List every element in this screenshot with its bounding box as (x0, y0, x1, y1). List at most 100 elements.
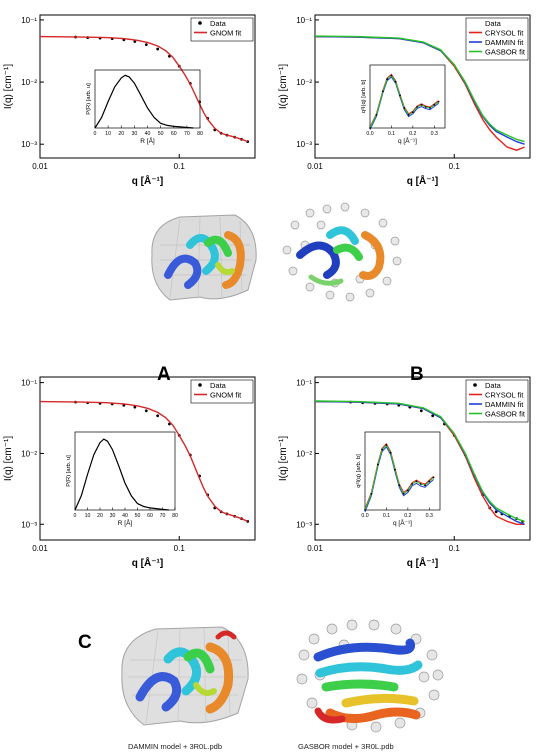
inset-data-point (394, 80, 397, 83)
inset-x-tick-label: 0 (94, 131, 97, 137)
saxs-chart-top-left: 0.01 0.1 10⁻¹ 10⁻² 10⁻³ q [Å⁻¹] I(q) [cm⁻¹] Dat… (3, 14, 256, 187)
inset-data-point (403, 107, 406, 109)
inset-data-point (411, 483, 414, 485)
inset-y-label: P(R) [arb. u] (86, 83, 92, 115)
inset-data-point (416, 106, 419, 108)
y-tick-label: 10⁻¹ (296, 16, 312, 25)
inset-data-point (415, 480, 418, 483)
y-tick-label: 10⁻³ (21, 140, 37, 149)
y-axis-label: I(q) [cm⁻¹] (278, 64, 289, 109)
inset-data-point (429, 107, 431, 109)
y-tick-label: 10⁻² (296, 449, 312, 458)
inset-x-tick-label: 20 (97, 513, 103, 519)
x-axis-label: q [Å⁻¹] (132, 556, 163, 569)
dammin-model-image-top (151, 214, 257, 301)
inset-pr-curve (74, 438, 169, 511)
legend-marker (198, 383, 202, 387)
inset-x-tick-label: 0.0 (366, 131, 373, 137)
x-axis-label: q [Å⁻¹] (132, 174, 163, 187)
x-tick-label: 0.1 (449, 162, 461, 171)
plot-frame (314, 376, 531, 541)
y-tick-label: 10⁻³ (296, 140, 312, 149)
legend-label: DAMMIN fit (485, 400, 524, 409)
saxs-chart-bottom-right: 0.01 0.1 10⁻¹ 10⁻² 10⁻³ q [Å⁻¹] I(q) [cm⁻¹] Dat… (278, 376, 531, 569)
inset-x-tick-label: 60 (147, 513, 153, 519)
inset-data-point (389, 451, 392, 454)
data-point (156, 47, 160, 51)
inset-x-tick-label: 60 (171, 131, 177, 137)
inset-x-tick-label: 0.3 (431, 131, 438, 137)
data-point (133, 405, 137, 409)
inset-frame (364, 431, 441, 511)
x-tick-label: 0.1 (174, 162, 186, 171)
inset-x-tick-label: 80 (172, 513, 178, 519)
x-tick-label: 0.01 (307, 544, 323, 553)
legend-box (465, 379, 529, 423)
legend-label: Data (210, 381, 227, 390)
legend-label: GASBOR fit (485, 48, 526, 57)
y-axis-label: I(q) [cm⁻¹] (3, 64, 14, 109)
inset-x-tick-label: 50 (158, 131, 164, 137)
inset-x-tick-label: 0.2 (404, 513, 411, 519)
data-point (156, 414, 160, 418)
legend-label: GASBOR fit (485, 410, 526, 419)
x-tick-label: 0.01 (32, 544, 48, 553)
inset-y-label: P(R) [arb. u] (66, 455, 72, 487)
inset-data-point (419, 483, 422, 485)
x-axis-label: q [Å⁻¹] (407, 174, 438, 187)
legend-label: CRYSOL fit (485, 391, 524, 400)
inset-x-tick-label: 0.1 (388, 131, 395, 137)
y-tick-label: 10⁻¹ (21, 16, 37, 25)
plot-frame (314, 14, 531, 159)
inset-data-point (428, 480, 431, 483)
inset-x-tick-label: 30 (110, 513, 116, 519)
x-tick-label: 0.1 (174, 544, 186, 553)
inset-x-tick-label: 40 (122, 513, 128, 519)
panel-label-c: C (78, 632, 92, 653)
inset-data-point (364, 509, 366, 511)
inset-x-tick-label: 70 (184, 131, 190, 137)
inset-data-point (376, 463, 379, 466)
y-axis-label: I(q) [cm⁻¹] (278, 436, 289, 481)
inset-x-tick-label: 10 (105, 131, 111, 137)
legend-label: Data (485, 19, 502, 28)
y-axis-label: I(q) [cm⁻¹] (3, 436, 14, 481)
inset-data-point (398, 484, 401, 487)
plot-frame (39, 376, 256, 541)
y-tick-label: 10⁻² (21, 449, 37, 458)
data-point (144, 43, 148, 47)
inset-data-point (370, 492, 373, 495)
inset-x-tick-label: 0.0 (361, 513, 368, 519)
panel-label-a: A (157, 364, 171, 385)
inset-data-point (394, 468, 396, 471)
inset-x-tick-label: 0.1 (383, 513, 390, 519)
legend-marker (198, 21, 202, 25)
saxs-chart-bottom-left: 0.01 0.1 10⁻¹ 10⁻² 10⁻³ q [Å⁻¹] I(q) [cm⁻¹] Dat… (3, 376, 256, 569)
x-tick-label: 0.01 (32, 162, 48, 171)
legend-box (190, 17, 254, 42)
inset-data-point (381, 448, 384, 451)
inset-pr-curve (94, 74, 194, 129)
plot-frame (39, 14, 256, 159)
inset-kratky-curve (369, 74, 439, 129)
inset-frame (369, 64, 446, 129)
legend-label: GNOM fit (210, 29, 242, 38)
y-tick-label: 10⁻³ (21, 520, 37, 529)
series-line (314, 400, 525, 523)
legend-label: Data (210, 19, 227, 28)
x-tick-label: 0.1 (449, 544, 461, 553)
legend-box (190, 379, 254, 404)
series-line (39, 35, 248, 143)
inset-kratky-curve (364, 446, 434, 513)
legend-marker (473, 383, 477, 387)
inset-x-tick-label: 80 (197, 131, 203, 137)
y-tick-label: 10⁻¹ (21, 379, 37, 388)
y-tick-label: 10⁻³ (296, 520, 312, 529)
inset-data-point (433, 104, 436, 106)
inset-data-point (411, 111, 414, 114)
inset-kratky-curve (369, 76, 439, 130)
inset-data-point (424, 106, 427, 108)
inset-x-label: R [Å] (140, 136, 155, 145)
gasbor-model-image-top (282, 202, 402, 302)
inset-data-point (402, 492, 405, 495)
